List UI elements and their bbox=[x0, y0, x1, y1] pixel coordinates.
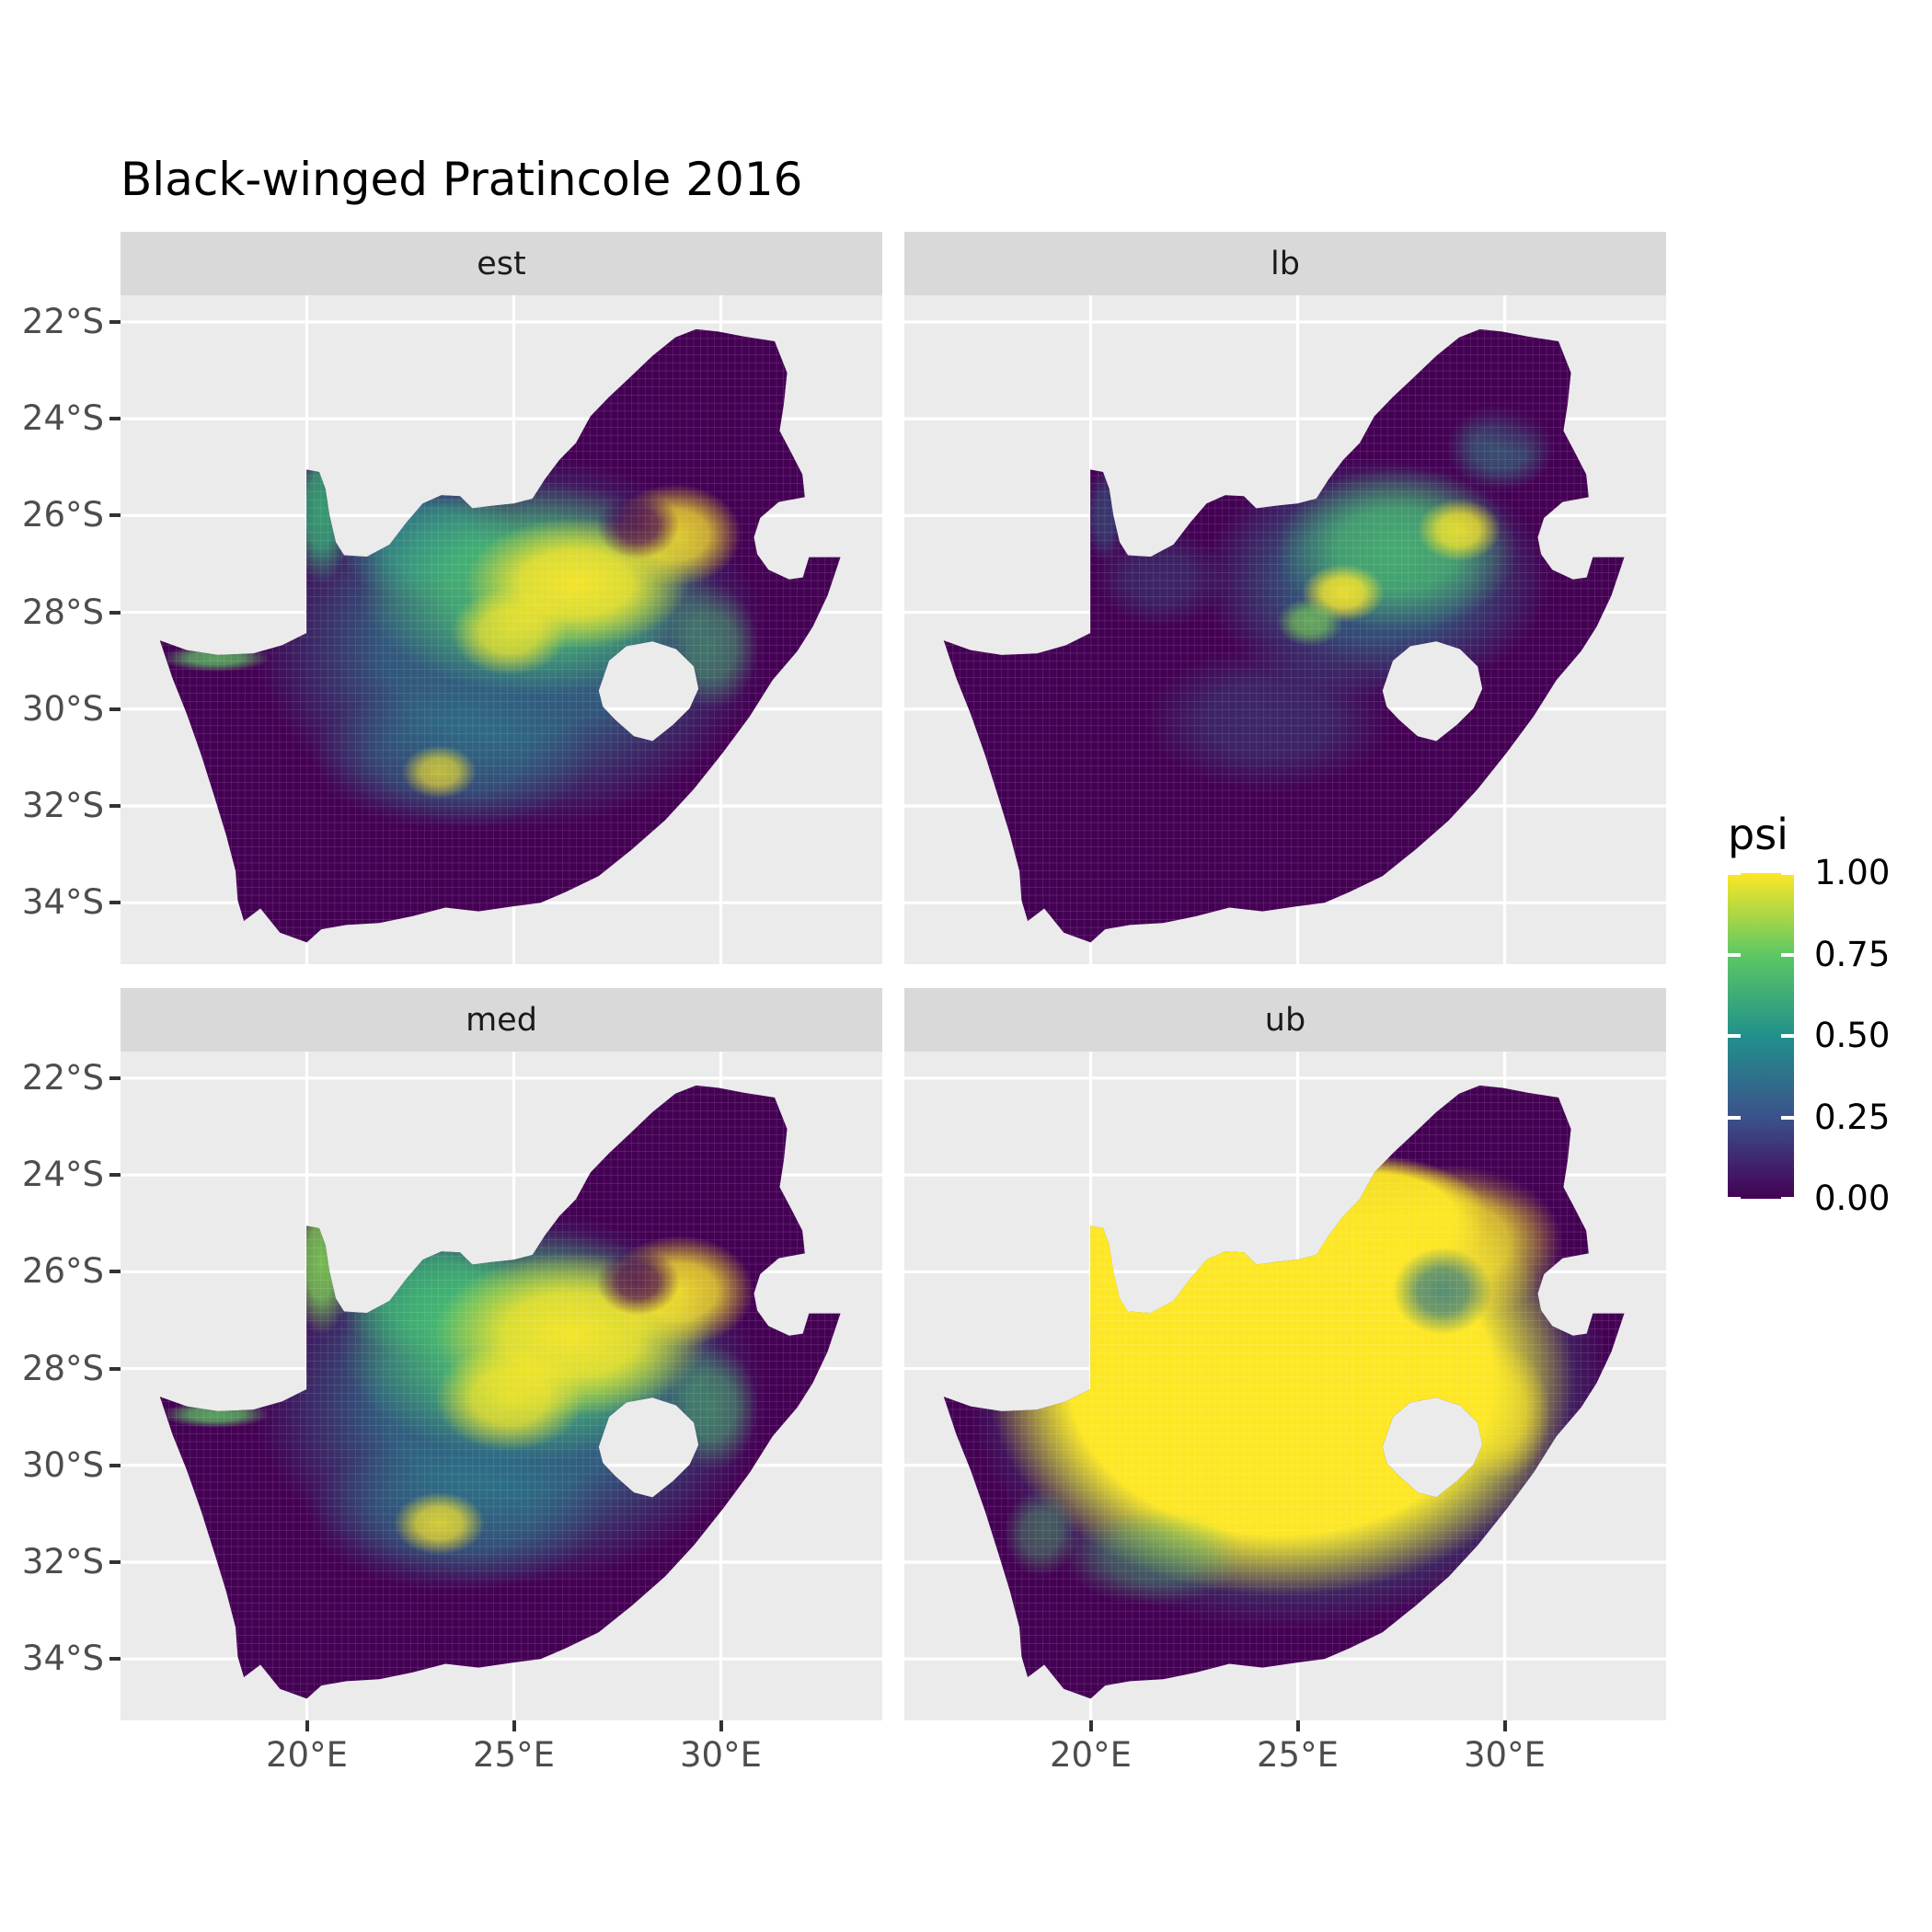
facet-strip-med: med bbox=[121, 988, 882, 1052]
facet-strip-ub: ub bbox=[904, 988, 1666, 1052]
x-axis-tick-label: 30°E bbox=[680, 1735, 762, 1775]
legend-tick-label: 0.00 bbox=[1814, 1179, 1891, 1218]
y-axis-tick-mark bbox=[109, 1559, 121, 1564]
y-axis-tick-label: 32°S bbox=[21, 785, 104, 825]
map-panel-lb bbox=[904, 295, 1666, 964]
y-axis-tick-label: 24°S bbox=[21, 1155, 104, 1195]
x-axis-tick-mark bbox=[1088, 1720, 1093, 1731]
facet-map-est bbox=[121, 295, 882, 964]
y-axis-tick-mark bbox=[109, 1173, 121, 1178]
x-axis-tick-label: 30°E bbox=[1464, 1735, 1546, 1775]
x-axis-tick-mark bbox=[1502, 1720, 1507, 1731]
x-axis-tick-label: 20°E bbox=[266, 1735, 348, 1775]
legend-tick-mark bbox=[1781, 1034, 1794, 1038]
x-axis-tick-label: 25°E bbox=[1257, 1735, 1339, 1775]
facet-map-lb bbox=[904, 295, 1666, 964]
x-axis-tick-label: 20°E bbox=[1050, 1735, 1132, 1775]
legend-tick-label: 0.25 bbox=[1814, 1097, 1891, 1137]
y-axis-tick-label: 26°S bbox=[21, 1251, 104, 1292]
y-axis-tick-mark bbox=[109, 1075, 121, 1080]
y-axis-tick-mark bbox=[109, 803, 121, 808]
legend-tick-mark bbox=[1781, 1197, 1794, 1201]
facet-strip-lb: lb bbox=[904, 232, 1666, 295]
legend-tick-mark bbox=[1781, 952, 1794, 957]
facet-strip-est: est bbox=[121, 232, 882, 295]
legend-tick-mark bbox=[1728, 871, 1741, 875]
y-axis-tick-label: 34°S bbox=[21, 1639, 104, 1679]
legend-tick-mark bbox=[1728, 1115, 1741, 1120]
x-axis-tick-mark bbox=[719, 1720, 723, 1731]
legend-tick-mark bbox=[1728, 1197, 1741, 1201]
y-axis-tick-mark bbox=[109, 1366, 121, 1371]
legend-tick-mark bbox=[1781, 1115, 1794, 1120]
legend-tick-label: 0.75 bbox=[1814, 934, 1891, 974]
legend-tick-mark bbox=[1728, 952, 1741, 957]
y-axis-tick-label: 26°S bbox=[21, 495, 104, 535]
facet-map-ub bbox=[904, 1052, 1666, 1720]
legend-title: psi bbox=[1728, 810, 1788, 859]
facet-strip-label: ub bbox=[1264, 1001, 1306, 1039]
map-panel-ub bbox=[904, 1052, 1666, 1720]
page-title: Black-winged Pratincole 2016 bbox=[121, 153, 803, 206]
y-axis-tick-mark bbox=[109, 1657, 121, 1662]
y-axis-tick-label: 30°S bbox=[21, 688, 104, 729]
y-axis-tick-mark bbox=[109, 901, 121, 905]
legend-tick-label: 1.00 bbox=[1814, 853, 1891, 892]
y-axis-tick-label: 28°S bbox=[21, 1348, 104, 1388]
y-axis-tick-label: 22°S bbox=[21, 1057, 104, 1098]
y-axis-tick-label: 30°S bbox=[21, 1444, 104, 1485]
y-axis-tick-mark bbox=[109, 610, 121, 615]
y-axis-tick-label: 34°S bbox=[21, 882, 104, 923]
facet-map-med bbox=[121, 1052, 882, 1720]
facet-strip-label: med bbox=[466, 1001, 537, 1039]
y-axis-tick-mark bbox=[109, 417, 121, 421]
y-axis-tick-mark bbox=[109, 1270, 121, 1274]
map-panel-med bbox=[121, 1052, 882, 1720]
facet-strip-label: est bbox=[477, 245, 526, 282]
legend-tick-label: 0.50 bbox=[1814, 1016, 1891, 1055]
y-axis-tick-label: 24°S bbox=[21, 398, 104, 439]
x-axis-tick-mark bbox=[512, 1720, 516, 1731]
legend-tick-mark bbox=[1781, 871, 1794, 875]
x-axis-tick-mark bbox=[305, 1720, 309, 1731]
x-axis-tick-mark bbox=[1295, 1720, 1300, 1731]
y-axis-tick-label: 22°S bbox=[21, 301, 104, 341]
map-panel-est bbox=[121, 295, 882, 964]
y-axis-tick-mark bbox=[109, 319, 121, 324]
legend-tick-mark bbox=[1728, 1034, 1741, 1038]
y-axis-tick-mark bbox=[109, 707, 121, 711]
y-axis-tick-mark bbox=[109, 513, 121, 518]
facet-strip-label: lb bbox=[1271, 245, 1300, 282]
y-axis-tick-label: 32°S bbox=[21, 1541, 104, 1581]
y-axis-tick-label: 28°S bbox=[21, 592, 104, 632]
y-axis-tick-mark bbox=[109, 1463, 121, 1467]
x-axis-tick-label: 25°E bbox=[473, 1735, 555, 1775]
